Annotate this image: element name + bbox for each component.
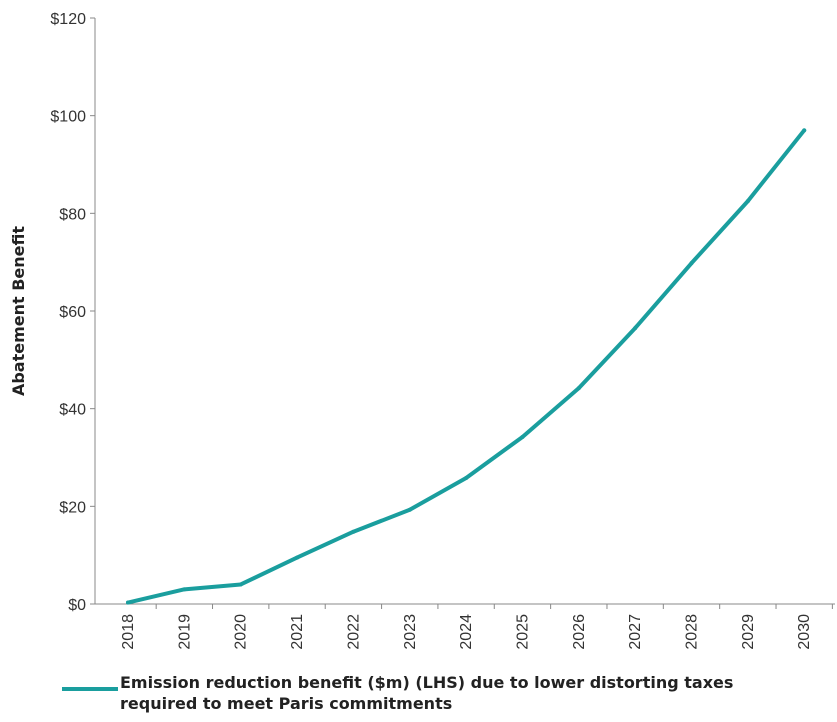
line-chart: $0$20$40$60$80$100$120 2018 2019 2020 2021 2… (9, 11, 835, 650)
x-tick-label: 2025 (514, 614, 531, 650)
x-tick-label: 2019 (176, 614, 193, 650)
y-tick-label: $120 (50, 11, 86, 28)
data-point (745, 199, 750, 204)
x-tick-label: 2020 (233, 614, 250, 650)
data-point (407, 507, 412, 512)
y-tick-label: $100 (50, 109, 86, 126)
legend-swatch-line (62, 687, 118, 691)
data-point (633, 326, 638, 331)
data-point (238, 582, 243, 587)
y-tick-label: $60 (59, 304, 86, 321)
x-tick-label: 2029 (740, 614, 757, 650)
y-tick-label: $0 (68, 597, 86, 614)
x-tick-label: 2021 (289, 614, 306, 650)
y-axis: $0 $20 $40 $60 $80 $100 $120 (50, 11, 96, 614)
data-point (295, 555, 300, 560)
x-tick-label: 2023 (402, 614, 419, 650)
data-point (689, 261, 694, 266)
data-point (464, 476, 469, 481)
data-point (802, 128, 807, 133)
data-point (126, 600, 130, 605)
x-tick-label: 2028 (684, 614, 701, 650)
legend: Emission reduction benefit ($m) (LHS) du… (62, 672, 822, 714)
x-tick-label: 2027 (627, 614, 644, 650)
y-tick-label: $80 (59, 206, 86, 223)
data-point (351, 529, 356, 534)
x-tick-label: 2018 (120, 614, 137, 650)
data-point (182, 587, 187, 592)
y-tick-label: $20 (59, 499, 86, 516)
x-tick-label: 2022 (345, 614, 362, 650)
legend-label: Emission reduction benefit ($m) (LHS) du… (120, 673, 734, 713)
x-tick-label: 2024 (458, 614, 475, 650)
y-tick-label: $40 (59, 402, 86, 419)
data-point (520, 434, 525, 439)
x-tick-label: 2026 (571, 614, 588, 650)
series-layer (126, 128, 807, 605)
series-line (126, 128, 807, 605)
x-axis: 2018 2019 2020 2021 2022 2023 2024 2025 2026 2027… (95, 603, 835, 650)
data-point (576, 386, 581, 391)
x-tick-label: 2030 (796, 614, 813, 650)
y-axis-title: Abatement Benefit (9, 226, 28, 396)
